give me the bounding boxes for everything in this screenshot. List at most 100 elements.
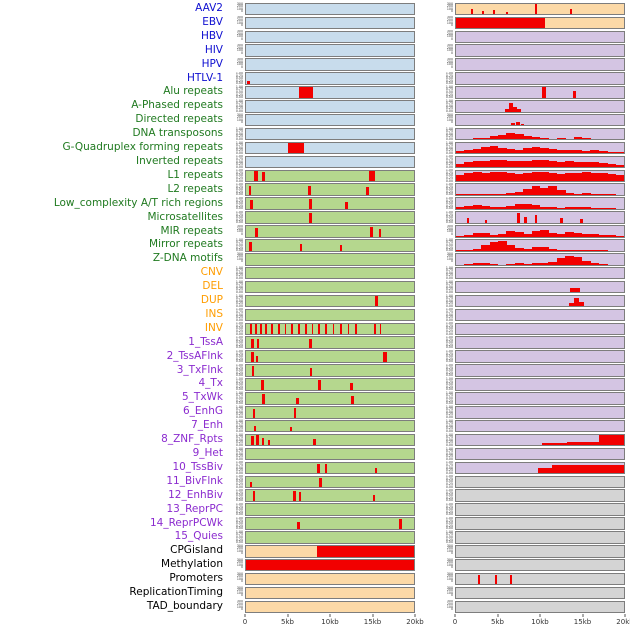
y-axis-ticks: 1.00 0.75 0.50 0.25 0.00 [235, 294, 243, 308]
signal-bin [506, 172, 516, 182]
signal-bar [267, 440, 270, 446]
signal-bar [251, 352, 254, 362]
signal-bin [615, 235, 624, 237]
y-axis-ticks: 1.00 0.75 0.50 0.25 0.00 [445, 321, 453, 336]
y-axis-ticks: 300 200 100 0 [236, 599, 243, 612]
signal-bin [548, 149, 558, 154]
signal-bar [524, 216, 527, 223]
y-axis-ticks: 300 200 100 0 [446, 252, 453, 264]
track-label: EBV [202, 15, 223, 28]
track-row: HTLV-1 1.00 0.75 0.50 0.25 0.00 1.00 0.75 … [0, 72, 630, 86]
x-tick-label: 15kb [363, 617, 382, 626]
signal-bar [580, 219, 583, 223]
x-tick-label: 0 [452, 617, 458, 626]
track-row: 5_TxWk 1.00 0.75 0.50 0.25 0.00 1.00 0.75 … [0, 391, 630, 405]
signal-bar [308, 186, 311, 195]
x-tick-mark [244, 613, 246, 617]
signal-bin [531, 230, 541, 237]
y-axis-ticks: 1.00 0.75 0.50 0.25 0.00 [445, 266, 453, 280]
track-row: CNV 1.00 0.75 0.50 0.25 0.00 1.00 0.75 0.5… [0, 266, 630, 280]
track-label: ReplicationTiming [129, 586, 223, 599]
signal-bin [582, 249, 591, 251]
column-gap [415, 252, 438, 266]
signal-bin [481, 137, 490, 140]
left-track-panel [245, 225, 415, 238]
column-gap [415, 544, 438, 558]
signal-bar [252, 490, 256, 501]
y-axis-ticks: 300 200 100 0 [236, 57, 243, 69]
signal-bin [456, 235, 465, 237]
signal-bar [579, 302, 584, 307]
y-axis-ticks: 300 200 100 0 [446, 57, 453, 69]
column-gap [415, 197, 438, 211]
signal-bin [506, 264, 516, 265]
left-track-panel [245, 378, 415, 391]
signal-bar [311, 323, 314, 335]
signal-bin [489, 234, 499, 237]
signal-bin [481, 233, 490, 237]
y-axis-ticks: 1.00 0.75 0.50 0.25 0.00 [445, 168, 453, 183]
left-track-panel [245, 280, 415, 294]
track-label: 14_ReprPCWk [149, 516, 223, 529]
signal-bin [464, 138, 474, 140]
signal-bar [351, 396, 354, 404]
signal-bin [489, 264, 499, 265]
right-track-panel [455, 322, 625, 336]
track-row: Microsatellites 1.00 0.75 0.50 0.25 0.00 1… [0, 211, 630, 225]
y-axis-ticks: 1.00 0.75 0.50 0.25 0.00 [235, 349, 243, 364]
signal-bar [324, 323, 327, 335]
track-row: 4_Tx 1.00 0.75 0.50 0.25 0.00 1.00 0.75 0.… [0, 377, 630, 391]
signal-bar [251, 338, 254, 348]
right-track-panel [455, 16, 625, 30]
y-axis-ticks: 300 200 100 0 [236, 224, 243, 236]
signal-bin [556, 207, 566, 209]
column-gap [415, 475, 438, 489]
y-axis-ticks: 1.00 0.75 0.50 0.25 0.00 [445, 196, 453, 211]
signal-bar [572, 90, 577, 98]
track-row: INS 1.00 0.75 0.50 0.25 0.00 1.00 0.75 0.5… [0, 308, 630, 322]
y-axis-ticks: 300 200 100 0 [236, 113, 243, 125]
x-axis-spacer [0, 614, 245, 630]
track-row: L2 repeats 1.00 0.75 0.50 0.25 0.00 1.00 0… [0, 183, 630, 197]
left-track-panel [245, 517, 415, 530]
signal-bin [506, 231, 516, 237]
y-axis-ticks: 1.00 0.75 0.50 0.25 0.00 [235, 335, 243, 350]
right-track-panel [455, 294, 625, 308]
y-axis-ticks: 1.00 0.75 0.50 0.25 0.00 [235, 182, 243, 197]
signal-bin [590, 207, 600, 209]
signal-bin [489, 146, 499, 154]
left-track-panel [245, 155, 415, 169]
y-axis-ticks: 300 200 100 0 [446, 572, 453, 584]
signal-bin [523, 172, 532, 182]
x-axis-right-panel: 0 5kb 10kb 15kb 20kb [452, 613, 630, 630]
signal-bin [523, 263, 532, 265]
signal-bin [489, 193, 499, 195]
track-label: Z-DNA motifs [152, 252, 223, 265]
signal-bin [472, 161, 482, 168]
signal-bar [284, 323, 287, 335]
y-axis-ticks: 1.00 0.75 0.50 0.25 0.00 [445, 307, 453, 322]
signal-bar [355, 323, 358, 335]
signal-bin [590, 233, 600, 237]
x-tick-label: 5kb [281, 617, 294, 626]
right-track-panel [455, 503, 625, 516]
column-gap [415, 30, 438, 44]
signal-bin [464, 173, 474, 182]
x-axis-left-panel: 0 5kb 10kb 15kb 20kb [243, 613, 424, 630]
y-axis-ticks: 1.00 0.75 0.50 0.25 0.00 [445, 71, 453, 86]
y-axis-ticks: 1.00 0.75 0.50 0.25 0.00 [445, 391, 453, 406]
track-row: CPGisland 300 200 100 0 300 200 100 0 [0, 544, 630, 558]
signal-bin [590, 250, 600, 251]
track-row: 8_ZNF_Rpts 1.00 0.75 0.50 0.25 0.00 1.00 0… [0, 433, 630, 447]
right-track-panel [455, 378, 625, 391]
left-track-panel [245, 197, 415, 210]
right-track-panel [455, 100, 625, 113]
left-track-panel [245, 266, 415, 280]
signal-bin [514, 232, 524, 237]
signal-bin [464, 205, 474, 209]
signal-bin [456, 151, 465, 154]
right-track-panel [455, 169, 625, 183]
right-track-panel [455, 545, 625, 558]
y-axis-ticks: 1.00 0.75 0.50 0.25 0.00 [445, 280, 453, 294]
signal-bin [531, 172, 541, 182]
